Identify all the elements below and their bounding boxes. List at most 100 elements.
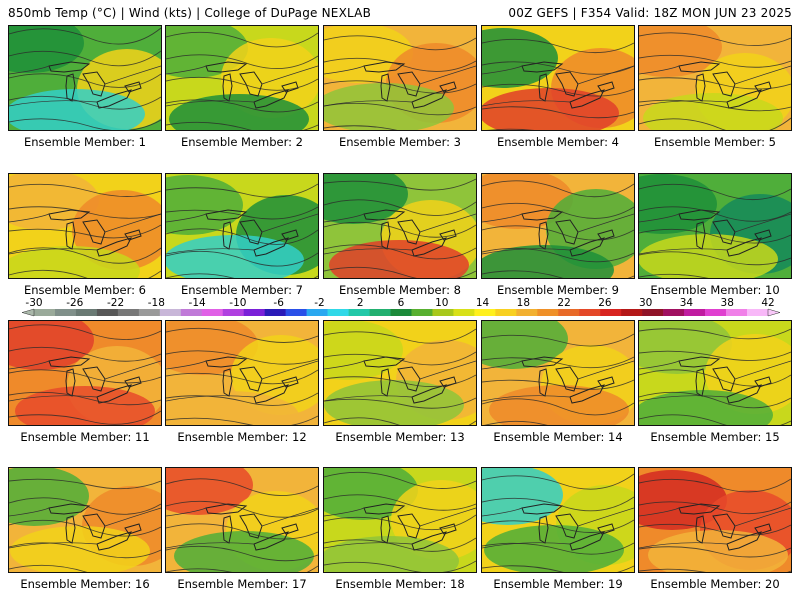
temperature-map [482, 321, 634, 425]
colorbar-swatch [306, 309, 328, 316]
colorbar-swatch [327, 309, 349, 316]
colorbar-swatch [726, 309, 748, 316]
temperature-map [482, 468, 634, 572]
colorbar-swatch [117, 309, 140, 316]
colorbar-swatch [75, 309, 98, 316]
colorbar-tick-label: -10 [229, 297, 246, 309]
temperature-map [166, 26, 318, 130]
header-title-left: 850mb Temp (°C) | Wind (kts) | College o… [8, 6, 372, 20]
colorbar-swatch [222, 309, 245, 316]
temperature-map [324, 26, 476, 130]
colorbar-tick-label: 26 [598, 297, 612, 309]
temperature-map [324, 321, 476, 425]
ensemble-map-panel [323, 173, 477, 279]
temperature-map [324, 468, 476, 572]
temperature-map [9, 26, 161, 130]
ensemble-member-label: Ensemble Member: 4 [497, 135, 619, 149]
colorbar-tick-label: 18 [517, 297, 530, 309]
temperature-map [166, 468, 318, 572]
colorbar-swatch [474, 309, 496, 316]
colorbar-tick-label: -22 [107, 297, 124, 309]
temperature-map [639, 174, 791, 278]
ensemble-member-label: Ensemble Member: 11 [20, 430, 150, 444]
ensemble-map-panel [8, 320, 162, 426]
colorbar-swatch [621, 309, 643, 316]
temperature-map [9, 174, 161, 278]
colorbar-tick-label: 42 [761, 297, 774, 309]
colorbar-swatch [159, 309, 182, 316]
colorbar-swatch [411, 309, 433, 316]
colorbar-swatch [495, 309, 517, 316]
ensemble-map-panel [481, 25, 635, 131]
ensemble-member-label: Ensemble Member: 13 [335, 430, 465, 444]
temperature-map [639, 26, 791, 130]
ensemble-member-label: Ensemble Member: 10 [650, 283, 780, 297]
ensemble-map-panel [323, 320, 477, 426]
ensemble-map-panel [323, 25, 477, 131]
ensemble-member-label: Ensemble Member: 18 [335, 577, 465, 591]
ensemble-map-panel [481, 467, 635, 573]
colorbar-swatch [432, 309, 454, 316]
colorbar-tick-label: 38 [721, 297, 734, 309]
colorbar-swatch [705, 309, 727, 316]
colorbar-swatch [348, 309, 370, 316]
colorbar-swatch [201, 309, 224, 316]
ensemble-member-label: Ensemble Member: 15 [650, 430, 780, 444]
colorbar-swatch [558, 309, 580, 316]
ensemble-map-panel [8, 25, 162, 131]
colorbar-tick-label: -18 [148, 297, 165, 309]
ensemble-member-label: Ensemble Member: 1 [24, 135, 146, 149]
ensemble-map-panel [638, 173, 792, 279]
temperature-map [166, 174, 318, 278]
ensemble-member-label: Ensemble Member: 8 [339, 283, 461, 297]
temperature-map [9, 321, 161, 425]
ensemble-map-panel [165, 467, 319, 573]
ensemble-map-panel [481, 173, 635, 279]
ensemble-map-panel [638, 467, 792, 573]
colorbar-swatch [243, 309, 265, 316]
colorbar-swatch [138, 309, 161, 316]
colorbar-tick-label: 14 [476, 297, 490, 309]
colorbar-swatch [663, 309, 685, 316]
header-valid-time: 00Z GEFS | F354 Valid: 18Z MON JUN 23 20… [508, 6, 792, 20]
colorbar-swatch [54, 309, 77, 316]
ensemble-member-label: Ensemble Member: 12 [177, 430, 307, 444]
ensemble-member-label: Ensemble Member: 3 [339, 135, 461, 149]
colorbar-swatch [96, 309, 119, 316]
colorbar-tick-label: -26 [66, 297, 83, 309]
colorbar-swatch [264, 309, 286, 316]
colorbar-swatch [285, 309, 307, 316]
colorbar-tick-label: 30 [639, 297, 652, 309]
colorbar-tick-label: 2 [357, 297, 364, 309]
ensemble-map-panel [8, 467, 162, 573]
ensemble-map-panel [638, 320, 792, 426]
colorbar-right-arrow [767, 308, 781, 317]
temperature-map [482, 26, 634, 130]
temperature-map [9, 468, 161, 572]
colorbar-tick-label: -2 [314, 297, 324, 309]
colorbar-swatch [579, 309, 601, 316]
ensemble-member-label: Ensemble Member: 2 [181, 135, 303, 149]
ensemble-member-label: Ensemble Member: 19 [493, 577, 623, 591]
ensemble-map-panel [481, 320, 635, 426]
ensemble-map-panel [165, 173, 319, 279]
colorbar-swatch [642, 309, 664, 316]
temperature-map [482, 174, 634, 278]
temperature-map [166, 321, 318, 425]
temperature-map [639, 468, 791, 572]
ensemble-member-label: Ensemble Member: 9 [497, 283, 619, 297]
ensemble-member-label: Ensemble Member: 14 [493, 430, 623, 444]
colorbar-tick-label: 6 [398, 297, 405, 309]
colorbar-tick-label: 34 [680, 297, 694, 309]
colorbar-swatch [684, 309, 706, 316]
temperature-map [639, 321, 791, 425]
colorbar-swatch [537, 309, 559, 316]
colorbar-tick-label: -6 [273, 297, 284, 309]
colorbar-swatch [369, 309, 391, 316]
colorbar-swatch [747, 309, 769, 316]
colorbar-tick-label: -30 [25, 297, 42, 309]
ensemble-map-panel [323, 467, 477, 573]
colorbar-swatch [453, 309, 475, 316]
colorbar-tick-label: 10 [435, 297, 448, 309]
ensemble-member-label: Ensemble Member: 7 [181, 283, 303, 297]
